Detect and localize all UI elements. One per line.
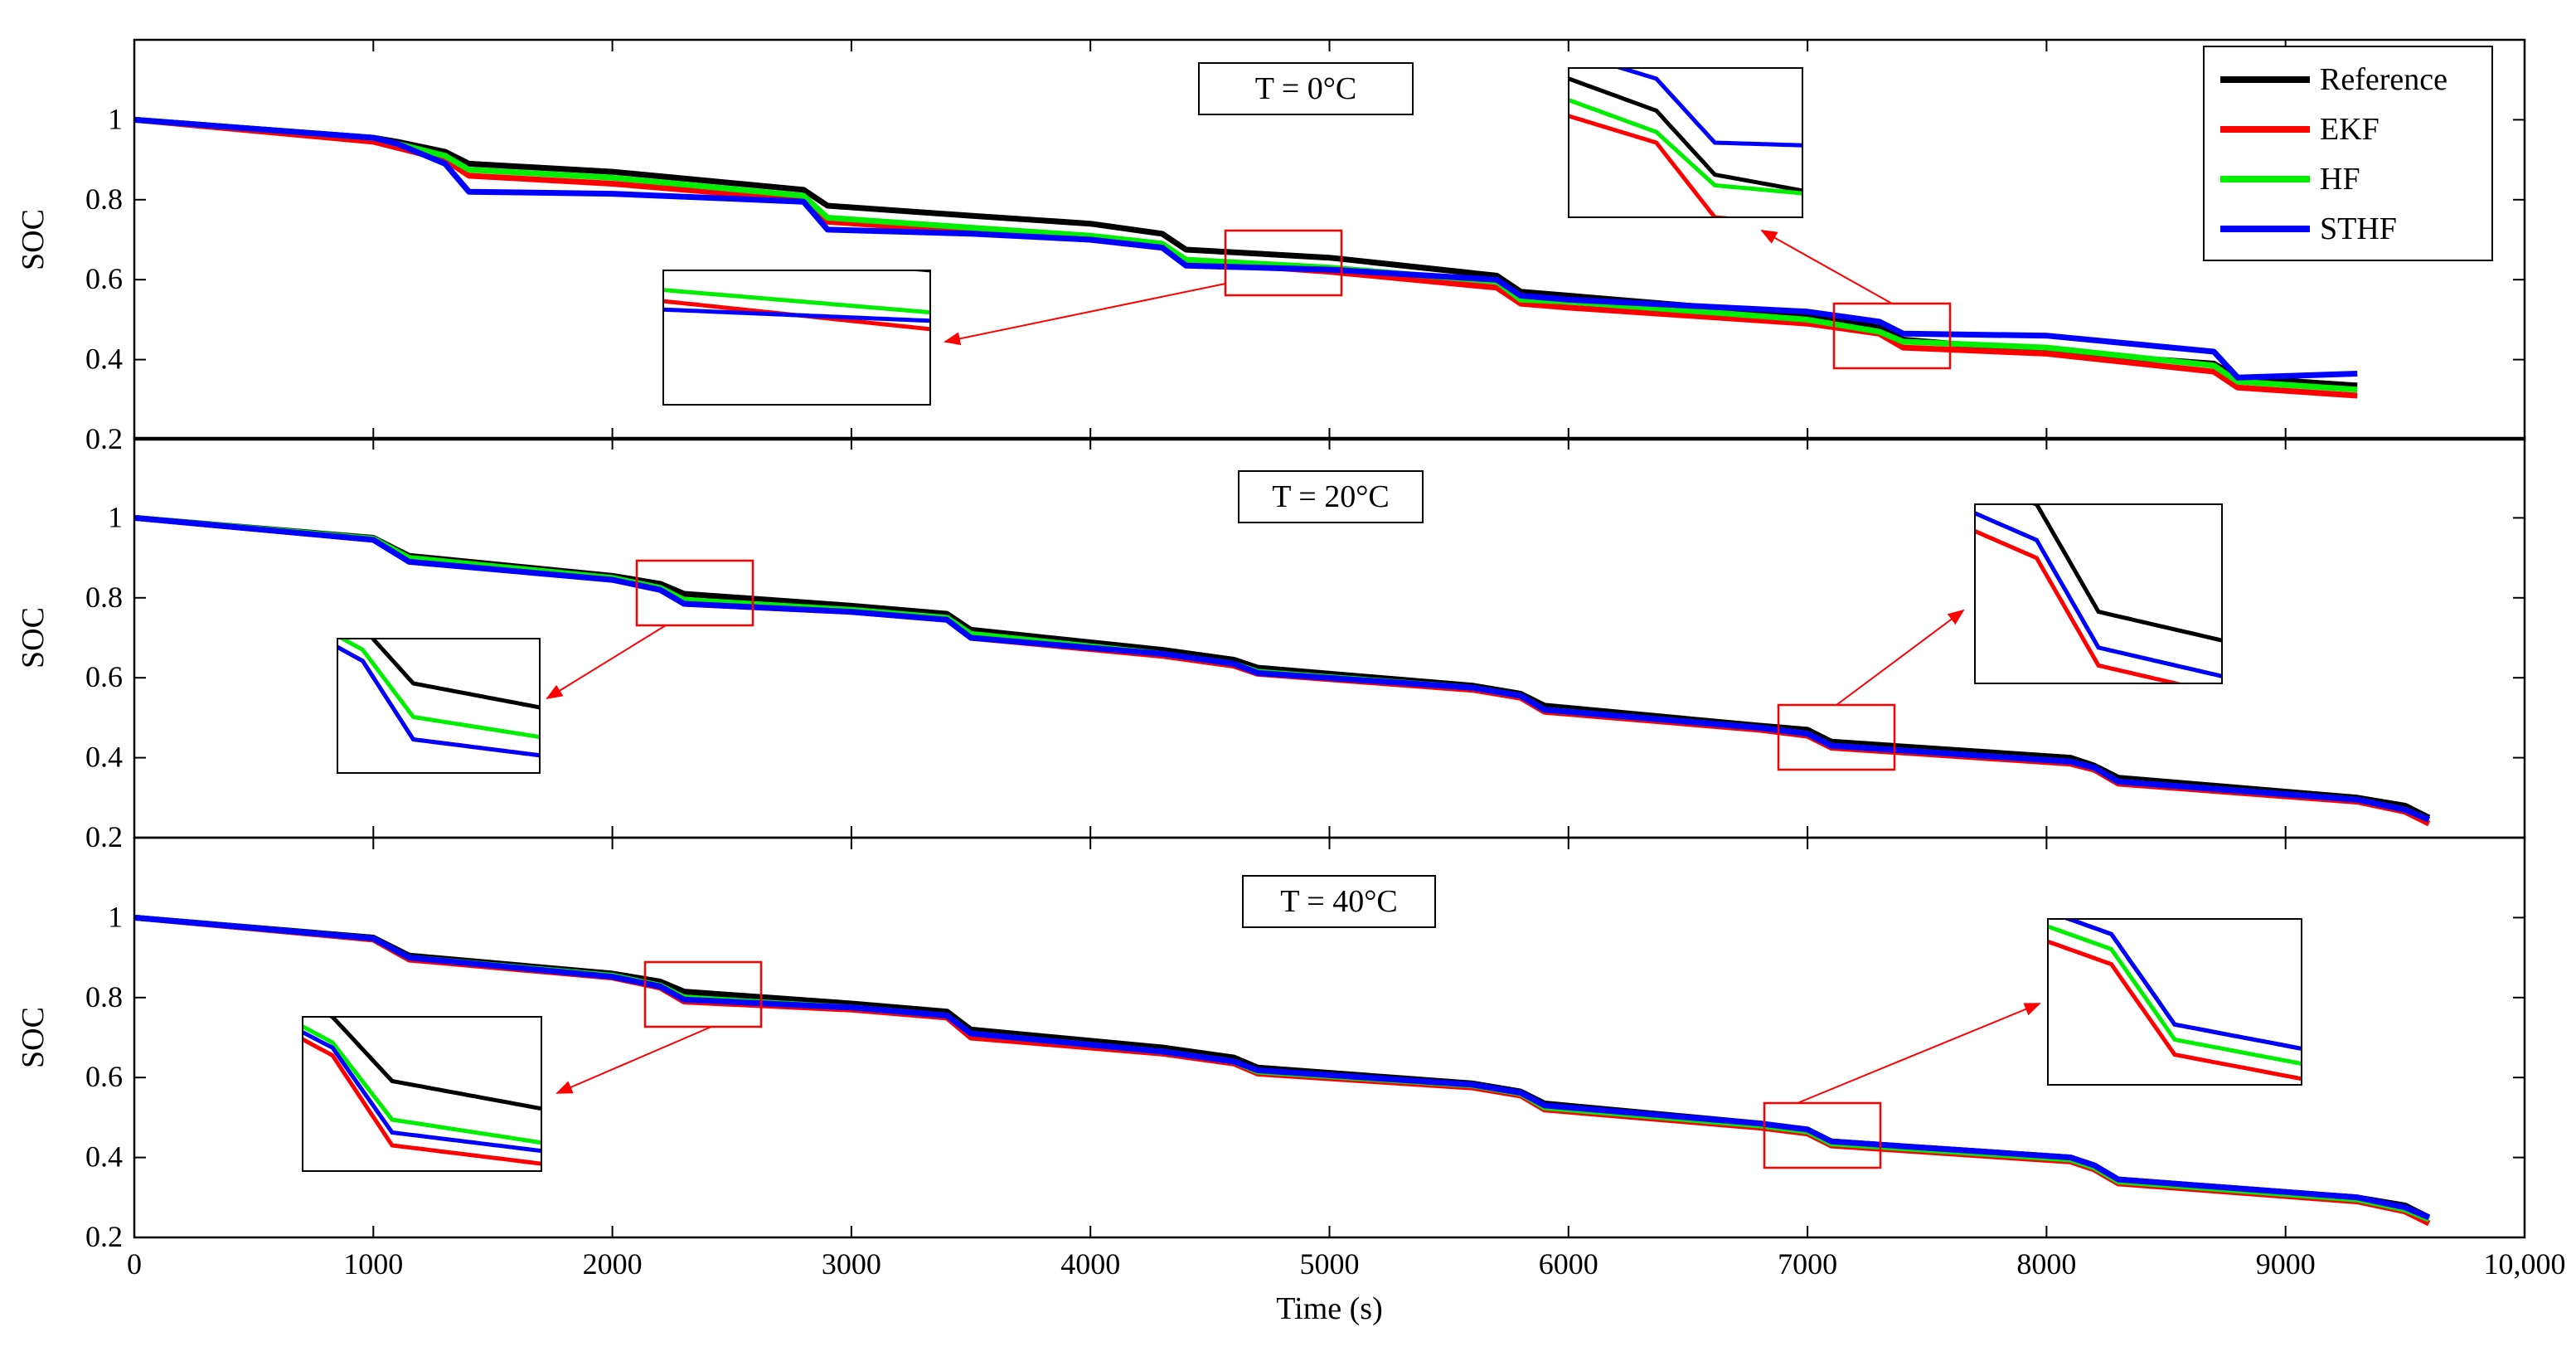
x-tick-label: 1000 <box>343 1247 403 1281</box>
x-tick-label: 0 <box>127 1247 142 1281</box>
y-axis-label: SOC <box>16 1007 51 1068</box>
soc-panel-1: 0.2 0.4 0.6 0.8 1 SOC T = 0°C <box>16 38 2526 455</box>
y-tick-label: 0.8 <box>85 581 123 614</box>
zoom-series-hf <box>303 1024 541 1145</box>
x-tick-label: 2000 <box>583 1247 643 1281</box>
zoom-inset-1-1 <box>662 229 1343 406</box>
x-tick-label: 7000 <box>1778 1247 1837 1281</box>
legend-label-ekf: EKF <box>2320 112 2380 147</box>
zoom-inset-2-2 <box>1777 503 2223 771</box>
zoom-arrow <box>555 1026 712 1094</box>
panel-frame <box>133 836 2526 1239</box>
zoom-series-reference <box>2029 504 2222 643</box>
zoom-inset-3-2 <box>1763 918 2302 1169</box>
zoom-source-box <box>1763 1101 1882 1169</box>
y-tick-label: 0.6 <box>85 660 123 693</box>
panel-title: T = 0°C <box>1255 71 1357 106</box>
series-line-sthf <box>134 116 2358 381</box>
x-tick-label: 6000 <box>1539 1247 1598 1281</box>
y-tick-label: 0.2 <box>85 422 123 455</box>
legend-label-sthf: STHF <box>2320 211 2397 246</box>
y-tick-label: 0.4 <box>85 1140 123 1174</box>
zoom-series-ekf <box>303 1037 541 1166</box>
zoom-inset-frame <box>337 638 541 774</box>
x-tick-label: 8000 <box>2016 1247 2076 1281</box>
y-tick-label: 0.8 <box>85 182 123 216</box>
y-tick-label: 0.6 <box>85 1060 123 1093</box>
x-tick-label: 9000 <box>2256 1247 2316 1281</box>
soc-panel-3: 0.2 0.4 0.6 0.8 1 SOC T = 40°C <box>16 836 2526 1253</box>
y-tick-label: 0.4 <box>85 741 123 774</box>
zoom-arrow <box>1797 1003 2041 1104</box>
panel-title: T = 20°C <box>1272 479 1390 514</box>
y-tick-label: 0.6 <box>85 262 123 295</box>
panel-title-box <box>1198 62 1414 115</box>
zoom-series-hf <box>1569 98 1802 196</box>
zoom-series-ekf <box>1975 529 2185 683</box>
zoom-series-reference <box>327 1017 541 1111</box>
zoom-series-ekf <box>1569 114 1738 217</box>
panel-title-box <box>1242 875 1436 928</box>
legend-label-hf: HF <box>2320 162 2360 197</box>
legend-label-reference: Reference <box>2320 62 2447 97</box>
y-axis-label: SOC <box>16 209 51 270</box>
zoom-source-box <box>1224 229 1343 297</box>
soc-panel-2: 0.2 0.4 0.6 0.8 1 SOC T = 20°C <box>16 436 2526 853</box>
zoom-inset-2-1 <box>337 559 754 774</box>
zoom-inset-frame <box>1568 67 1803 218</box>
zoom-series-sthf <box>663 307 930 323</box>
zoom-series-ekf <box>2048 939 2302 1082</box>
panel-title: T = 40°C <box>1280 884 1398 919</box>
zoom-series-hf <box>663 288 930 315</box>
x-tick-label: 3000 <box>822 1247 881 1281</box>
zoom-source-box <box>635 559 754 627</box>
zoom-inset-1-2 <box>1568 67 1952 370</box>
zoom-inset-frame <box>1974 503 2223 684</box>
zoom-inset-frame <box>302 1016 542 1172</box>
zoom-source-box <box>643 960 763 1028</box>
y-tick-label: 1 <box>108 102 123 135</box>
zoom-inset-frame <box>2047 918 2302 1086</box>
zoom-series-sthf <box>1613 68 1802 148</box>
zoom-series-reference <box>1569 76 1802 193</box>
zoom-series-reference <box>370 639 540 710</box>
x-axis-label: Time (s) <box>1276 1291 1382 1326</box>
zoom-series-reference <box>905 270 930 273</box>
zoom-series-sthf <box>337 644 540 758</box>
zoom-series-sthf <box>303 1030 541 1154</box>
y-tick-label: 1 <box>108 900 123 933</box>
panel-title-box <box>1238 470 1424 523</box>
zoom-arrow <box>546 625 667 700</box>
zoom-series-sthf <box>2062 919 2302 1051</box>
zoom-source-box <box>1777 703 1896 771</box>
series-line-sthf <box>134 514 2431 823</box>
y-tick-label: 0.4 <box>85 343 123 376</box>
x-tick-label: 4000 <box>1060 1247 1120 1281</box>
zoom-arrow <box>1836 609 1965 706</box>
y-tick-label: 0.2 <box>85 820 123 853</box>
zoom-inset-frame <box>662 270 931 406</box>
series-line-sthf <box>134 914 2431 1221</box>
zoom-inset-3-1 <box>302 960 763 1172</box>
y-tick-label: 0.8 <box>85 980 123 1013</box>
y-tick-label: 0.2 <box>85 1220 123 1253</box>
x-tick-label: 10,000 <box>2484 1247 2566 1281</box>
zoom-series-hf <box>2048 924 2302 1066</box>
zoom-arrow <box>1760 230 1893 304</box>
zoom-series-sthf <box>1975 511 2222 678</box>
x-tick-label: 5000 <box>1300 1247 1360 1281</box>
zoom-arrow <box>944 283 1226 346</box>
legend: Reference EKF HF STHF <box>2203 46 2493 261</box>
y-axis-label: SOC <box>16 607 51 668</box>
zoom-series-hf <box>337 639 540 740</box>
y-tick-label: 1 <box>108 500 123 533</box>
